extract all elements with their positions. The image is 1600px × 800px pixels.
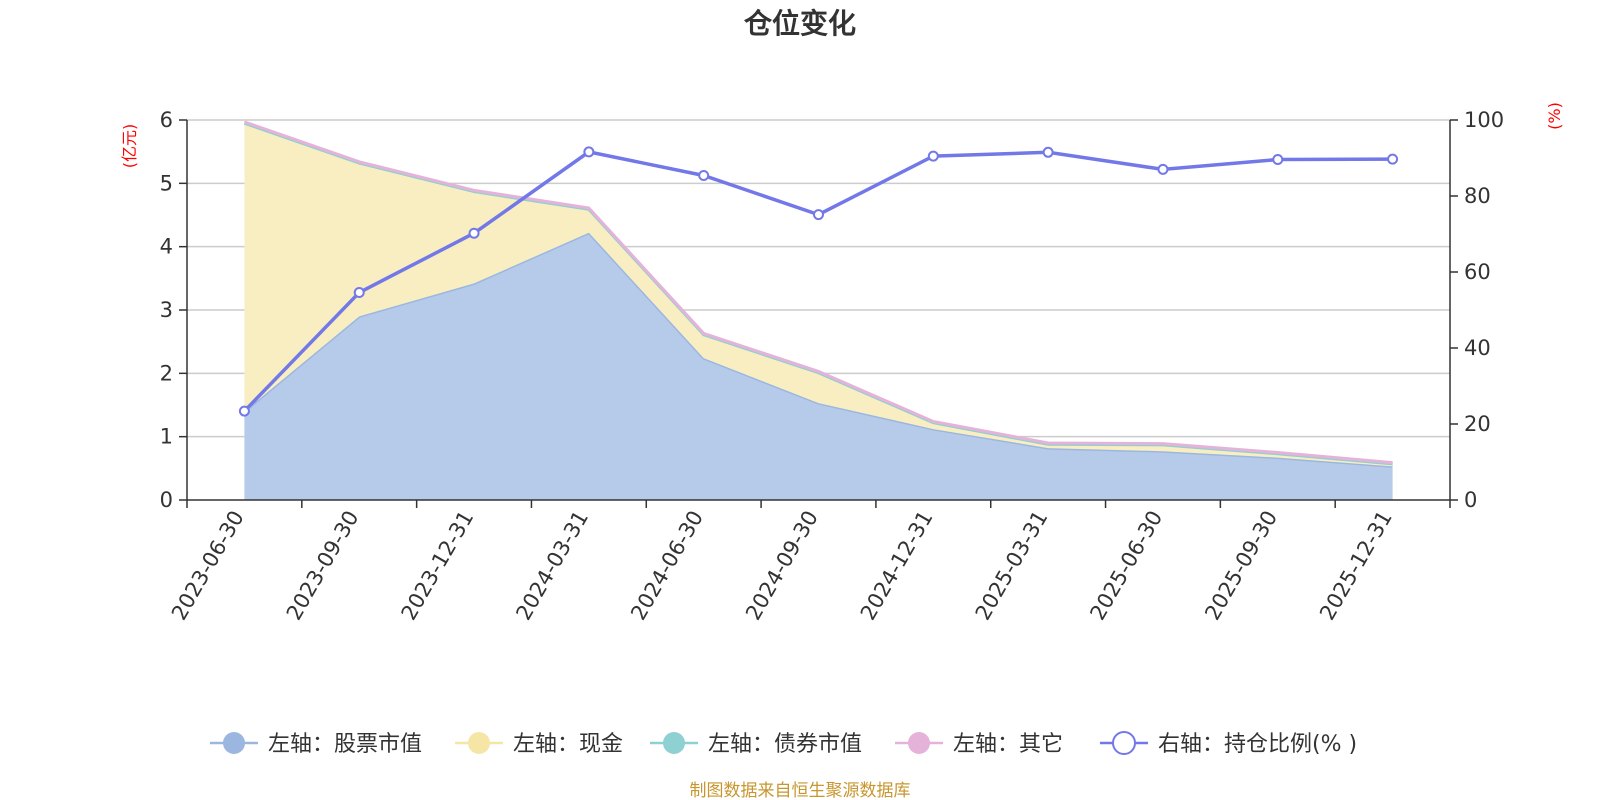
right-axis-unit: (%): [1545, 102, 1564, 130]
ratio-point: [583, 146, 595, 158]
area-edge-左轴：其它: [243, 120, 1393, 465]
right-axis-tick-label: 80: [1464, 184, 1491, 208]
right-axis-tick-label: 60: [1464, 260, 1491, 284]
ratio-point: [813, 209, 824, 221]
ratio-point: [698, 169, 710, 181]
left-axis-tick-label: 1: [160, 425, 173, 449]
x-axis-label: 2025-06-30: [1085, 507, 1167, 625]
x-axis-label: 2024-12-31: [856, 506, 938, 624]
ratio-line-layer: [238, 146, 1399, 417]
data-source-note: 制图数据来自恒生聚源数据库: [690, 781, 911, 800]
legend-marker: [663, 732, 685, 754]
ratio-point: [927, 150, 939, 162]
legend-label: 左轴：债券市值: [708, 732, 862, 757]
x-axis-label: 2023-09-30: [282, 507, 364, 625]
left-axis-tick-label: 5: [160, 171, 173, 195]
legend-marker: [908, 732, 930, 754]
x-axis-label: 2025-12-31: [1315, 507, 1397, 625]
legend-label: 右轴：持仓比例(% ): [1158, 732, 1357, 757]
legend-label: 左轴：现金: [513, 732, 623, 757]
x-axis-label: 2023-06-30: [167, 507, 249, 625]
legend-marker: [223, 732, 245, 754]
x-axis-label: 2024-06-30: [626, 507, 708, 625]
left-axis-tick-label: 2: [160, 361, 173, 385]
x-axis-label: 2023-12-31: [397, 506, 479, 624]
ratio-point: [1042, 146, 1054, 158]
ratio-point: [1157, 163, 1169, 175]
left-axis-tick-label: 6: [160, 108, 173, 132]
ratio-point: [353, 287, 365, 299]
legend-label: 左轴：其它: [953, 732, 1063, 757]
left-axis-tick-label: 0: [160, 488, 173, 512]
legend-marker: [468, 732, 490, 754]
legend-label: 左轴：股票市值: [268, 732, 422, 757]
right-axis-tick-label: 100: [1464, 108, 1504, 132]
right-axis-tick-label: 0: [1464, 488, 1477, 512]
area-左轴：现金: [244, 123, 1393, 467]
chart-title: 仓位变化: [744, 7, 856, 40]
left-axis-tick-label: 4: [160, 235, 173, 259]
stacked-areas: [243, 120, 1393, 500]
ratio-point: [238, 405, 250, 417]
ratio-point: [1387, 153, 1399, 165]
left-axis-tick-label: 3: [160, 298, 173, 322]
left-axis-unit: (亿元): [120, 124, 139, 169]
x-axis-label: 2024-03-31: [511, 507, 593, 625]
x-axis-label: 2024-09-30: [741, 507, 823, 625]
right-axis-tick-label: 20: [1464, 412, 1491, 436]
legend-marker: [1112, 731, 1136, 755]
legend: 左轴：股票市值 左轴：现金 左轴：债券市值 左轴：其它 右轴：持仓比例(% ): [210, 731, 1357, 757]
x-axis-label: 2025-09-30: [1200, 507, 1282, 625]
ratio-point: [468, 227, 480, 239]
area-左轴：股票市值: [244, 232, 1393, 500]
ratio-point: [1272, 154, 1284, 166]
x-axis-label: 2025-03-31: [971, 507, 1053, 625]
right-axis-tick-label: 40: [1464, 336, 1491, 360]
